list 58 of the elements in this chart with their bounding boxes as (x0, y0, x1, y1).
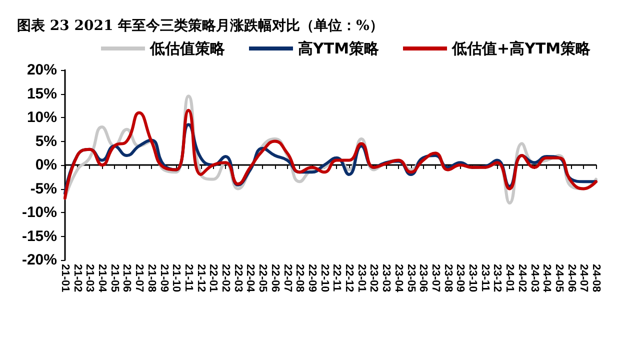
chart-title: 图表 23 2021 年至今三类策略月涨跌幅对比（单位：%） (17, 18, 384, 34)
x-tick-label: 22-05 (256, 264, 269, 292)
x-tick-label: 22-11 (330, 264, 343, 292)
y-tick-label: -5% (30, 180, 57, 198)
x-tick-label: 23-01 (355, 264, 368, 292)
x-tick-label: 21-09 (158, 264, 170, 292)
x-tick-label: 24-04 (540, 264, 553, 294)
x-tick-label: 23-09 (454, 264, 466, 292)
x-tick-label: 24-05 (552, 264, 565, 292)
x-tick-label: 23-07 (429, 264, 442, 292)
x-tick-label: 24-01 (504, 264, 516, 292)
x-tick-label: 22-09 (306, 264, 318, 292)
x-tick-label: 22-01 (207, 264, 220, 292)
x-tick-label: 24-03 (528, 264, 540, 292)
y-tick-label: -15% (22, 228, 57, 245)
x-tick-label: 22-10 (318, 264, 330, 292)
x-tick-label: 22-08 (294, 264, 306, 292)
x-tick-label: 23-06 (417, 264, 430, 292)
x-tick-label: 23-08 (442, 264, 454, 292)
x-tick-label: 21-04 (96, 264, 108, 294)
x-tick-label: 23-03 (380, 264, 392, 292)
x-tick-label: 23-04 (392, 264, 404, 294)
y-tick-label: 5% (35, 132, 57, 150)
x-tick-label: 21-12 (194, 264, 207, 292)
x-tick-label: 23-12 (491, 264, 504, 292)
y-tick-label: 20% (26, 62, 57, 78)
y-tick-label: 10% (26, 109, 57, 126)
x-tick-label: 21-03 (84, 264, 96, 292)
x-tick-label: 21-02 (71, 264, 84, 292)
x-tick-label: 21-06 (120, 264, 133, 292)
y-tick-label: -10% (22, 204, 57, 221)
x-tick-label: 22-06 (268, 264, 281, 292)
x-tick-label: 24-06 (565, 264, 578, 292)
x-tick-label: 24-08 (590, 264, 602, 292)
x-tick-label: 21-07 (133, 264, 146, 292)
x-tick-label: 23-11 (478, 264, 491, 292)
x-tick-label: 21-01 (59, 264, 71, 292)
x-tick-label: 24-07 (578, 264, 590, 292)
legend-label: 高YTM策略 (298, 40, 380, 58)
x-tick-label: 23-05 (404, 264, 417, 292)
x-tick-label: 21-05 (108, 264, 120, 292)
legend-label: 低估值策略 (149, 40, 226, 58)
x-tick-label: 21-11 (182, 264, 194, 292)
x-tick-label: 21-10 (170, 264, 182, 292)
x-tick-label: 22-02 (220, 264, 232, 292)
line-series (64, 108, 598, 200)
y-tick-label: 15% (26, 85, 57, 102)
x-tick-label: 22-07 (281, 264, 294, 292)
x-tick-label: 22-12 (343, 264, 356, 292)
x-tick-label: 22-03 (232, 264, 244, 292)
legend-label: 低估值+高YTM策略 (451, 40, 592, 58)
y-tick-label: -20% (22, 252, 57, 268)
x-tick-label: 22-04 (244, 264, 256, 294)
x-tick-label: 23-02 (368, 264, 380, 292)
x-tick-label: 21-08 (145, 264, 158, 292)
x-tick-label: 23-10 (466, 264, 479, 292)
y-tick-label: 0% (35, 156, 57, 174)
x-tick-label: 24-02 (516, 264, 528, 292)
